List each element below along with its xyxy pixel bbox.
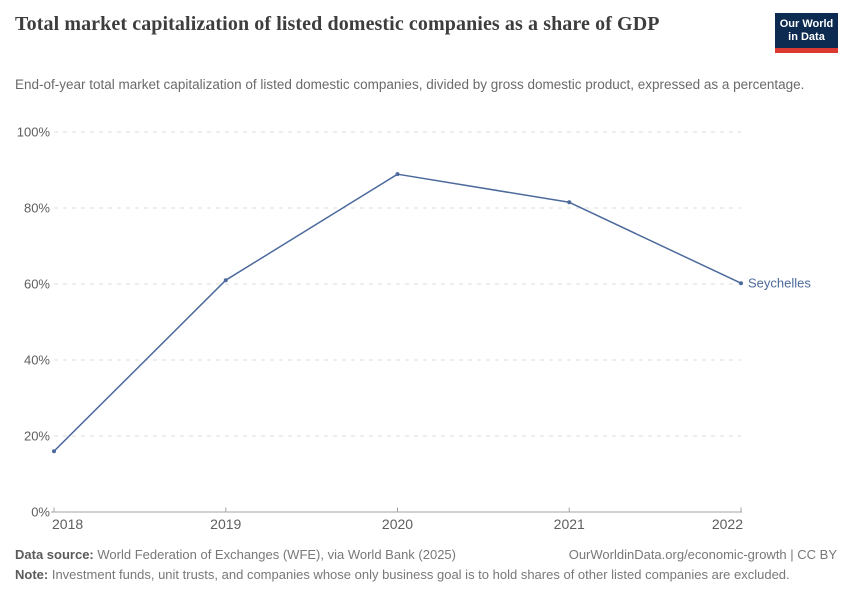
data-point	[395, 172, 400, 177]
page-title: Total market capitalization of listed do…	[15, 13, 660, 35]
entity-label: Seychelles	[748, 276, 811, 291]
chart-footer: Data source: World Federation of Exchang…	[15, 545, 837, 585]
owid-logo-line2: in Data	[788, 31, 825, 43]
x-tick-label: 2018	[52, 516, 83, 532]
note-line: Note: Investment funds, unit trusts, and…	[15, 565, 837, 585]
data-source-line: Data source: World Federation of Exchang…	[15, 545, 456, 565]
note-text: Investment funds, unit trusts, and compa…	[51, 567, 790, 582]
series-line-seychelles	[53, 173, 742, 452]
owid-logo[interactable]: Our World in Data	[775, 13, 838, 53]
data-source-text: World Federation of Exchanges (WFE), via…	[97, 547, 456, 562]
x-tick-label: 2021	[554, 516, 585, 532]
data-point	[739, 281, 743, 286]
x-tick-label: 2022	[712, 516, 743, 532]
x-tick-label: 2020	[382, 516, 413, 532]
y-tick-label: 20%	[24, 429, 50, 444]
y-tick-label: 100%	[17, 125, 51, 140]
data-point	[52, 449, 56, 454]
y-tick-label: 0%	[31, 505, 50, 520]
data-point	[567, 200, 572, 205]
y-tick-label: 80%	[24, 201, 50, 216]
y-tick-label: 60%	[24, 277, 50, 292]
chart-subtitle: End-of-year total market capitalization …	[15, 77, 805, 92]
y-tick-label: 40%	[24, 353, 50, 368]
x-tick-label: 2019	[210, 516, 241, 532]
data-source-label: Data source:	[15, 547, 94, 562]
owid-url-license[interactable]: OurWorldinData.org/economic-growth | CC …	[568, 547, 837, 562]
data-point	[223, 278, 228, 283]
owid-logo-line1: Our World	[779, 18, 834, 30]
note-label: Note:	[15, 567, 49, 582]
